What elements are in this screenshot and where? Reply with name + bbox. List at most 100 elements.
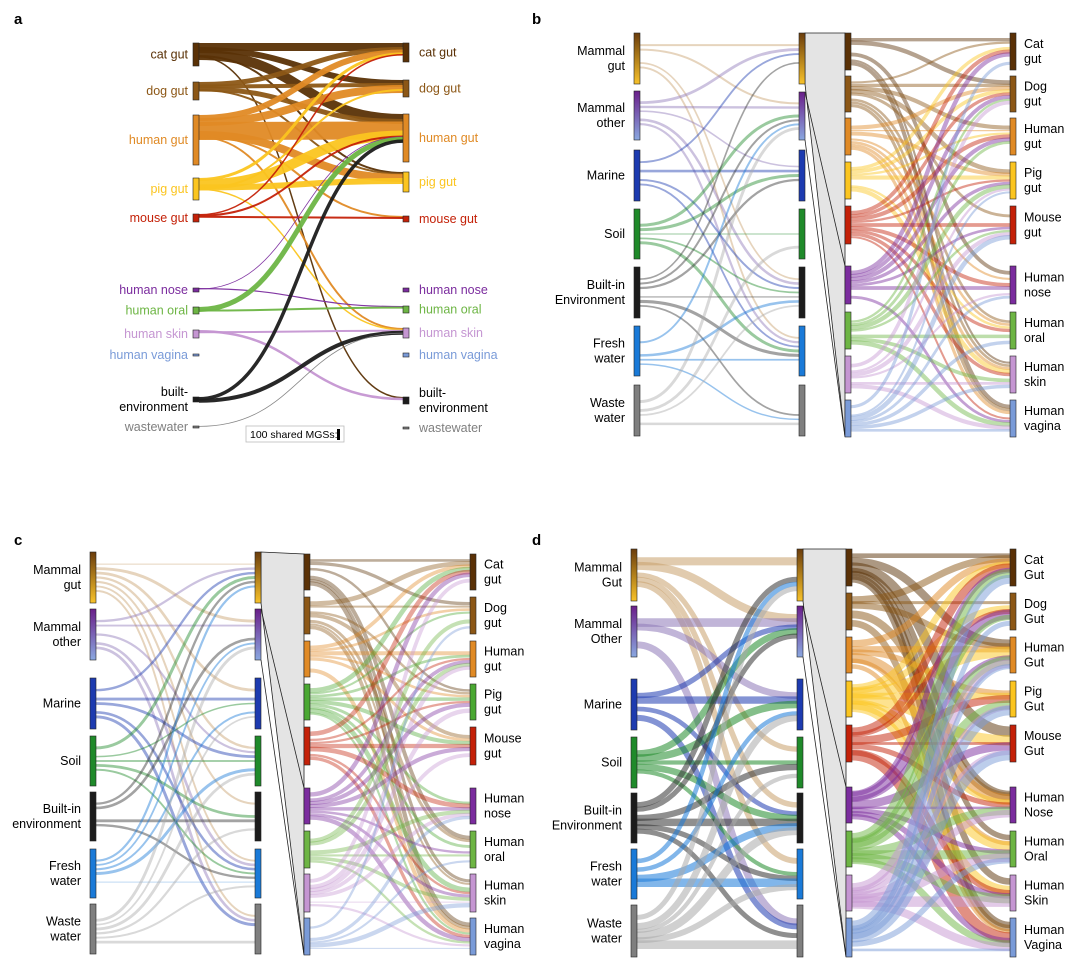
left-node-label: built-environment — [119, 385, 188, 414]
flow-link — [850, 226, 1011, 287]
right-node-label: Human oral — [1024, 316, 1064, 345]
left-node-bar — [89, 677, 97, 730]
flow-link — [309, 812, 471, 898]
flow-link — [198, 330, 404, 403]
flow-link — [636, 586, 798, 920]
left-node-label: Marine — [43, 697, 81, 711]
flow-link — [850, 185, 1011, 329]
middle-node-bar — [798, 32, 806, 85]
flow-link — [850, 52, 1011, 276]
middle-node-bar — [254, 791, 262, 842]
scale-legend-label: 100 shared MGSs: — [250, 429, 338, 441]
right-node-label: Mouse gut — [484, 731, 522, 760]
flow-link — [850, 49, 1011, 215]
flow-link — [850, 92, 1011, 218]
flow-link — [850, 188, 1011, 373]
middle-node-bar — [254, 735, 262, 787]
flow-link — [309, 815, 471, 942]
left-node-bar — [192, 329, 200, 339]
flow-link — [95, 828, 256, 935]
flow-link — [850, 131, 1011, 177]
flow-link — [309, 657, 471, 742]
flow-link — [309, 619, 471, 843]
host-node-bar — [845, 917, 853, 958]
flow-link — [850, 236, 1011, 420]
flow-link — [95, 715, 256, 927]
left-node-bar — [192, 425, 200, 429]
flow-link — [639, 118, 800, 285]
right-node-label: Human Skin — [1024, 878, 1064, 907]
flow-link — [639, 48, 800, 105]
left-node-bar — [633, 384, 641, 437]
flow-link — [309, 708, 471, 893]
flow-link — [95, 589, 256, 917]
flow-link — [639, 123, 800, 344]
host-node-bar — [845, 830, 853, 868]
left-node-bar — [192, 306, 200, 315]
flow-link — [95, 567, 256, 623]
left-node-bar — [89, 608, 97, 661]
flow-link — [198, 288, 404, 308]
flow-link — [95, 571, 256, 692]
flow-link — [639, 62, 800, 280]
panel-b: b Mammal gut Mammal other Marine Soil Built-in E… — [532, 11, 1064, 438]
flow-link — [850, 61, 1011, 409]
left-node-label: Mammal Other — [574, 617, 622, 646]
flow-link — [198, 52, 404, 181]
left-node-label: Fresh water — [49, 859, 81, 888]
left-node-bar — [630, 678, 638, 731]
flow-link — [309, 654, 471, 698]
right-node-label: Human nose — [484, 791, 524, 820]
flow-link — [95, 711, 256, 871]
right-node-label: human skin — [419, 326, 483, 340]
flow-link — [851, 563, 1011, 736]
right-node-bar — [1009, 724, 1017, 763]
right-node-label: pig gut — [419, 175, 457, 189]
left-node-label: wastewater — [124, 420, 188, 434]
flow-link — [95, 885, 256, 939]
flow-link — [309, 813, 471, 898]
flow-link — [636, 576, 798, 808]
flow-link — [850, 103, 1011, 412]
flow-link — [851, 620, 1011, 931]
flow-link — [850, 86, 1011, 130]
host-node-bar — [303, 917, 311, 956]
middle-node-bar — [798, 149, 806, 202]
middle-node-bar — [796, 736, 804, 789]
left-node-bar — [630, 904, 638, 958]
flow-link — [198, 136, 404, 290]
middle-node-bar — [254, 848, 262, 899]
right-node-label: wastewater — [418, 421, 482, 435]
left-node-bar — [89, 551, 97, 604]
left-node-label: Soil — [601, 756, 622, 770]
flow-link — [639, 304, 800, 416]
flow-link — [309, 564, 471, 650]
left-node-label: Mammal Gut — [574, 560, 622, 589]
middle-node-bar — [796, 678, 804, 731]
right-node-label: Pig gut — [1024, 166, 1042, 195]
left-node-label: Mammal gut — [577, 44, 625, 73]
flow-link — [95, 637, 256, 810]
right-node-label: Mouse Gut — [1024, 729, 1062, 758]
middle-node-bar — [254, 551, 262, 604]
left-node-label: human nose — [119, 283, 188, 297]
right-node-label: Human skin — [484, 878, 524, 907]
flow-link — [850, 92, 1011, 218]
right-node-bar — [402, 113, 410, 163]
right-node-label: Human vagina — [484, 922, 524, 951]
flow-link — [850, 340, 1011, 427]
flow-link — [198, 215, 404, 219]
flow-link — [309, 579, 471, 883]
flow-link — [95, 580, 256, 805]
left-node-label: Marine — [584, 698, 622, 712]
flow-link — [95, 702, 256, 759]
flow-link — [639, 237, 800, 294]
flow-link — [850, 41, 1011, 84]
flow-link — [850, 181, 1011, 284]
panel-d: d Mammal Gut Mammal Other Marine Soil Built-in E… — [532, 532, 1064, 958]
right-node-label: Human Nose — [1024, 790, 1064, 819]
flow-link — [639, 110, 800, 168]
left-node-bar — [192, 287, 200, 293]
flow-link — [639, 173, 800, 232]
right-node-label: Dog gut — [484, 601, 507, 630]
